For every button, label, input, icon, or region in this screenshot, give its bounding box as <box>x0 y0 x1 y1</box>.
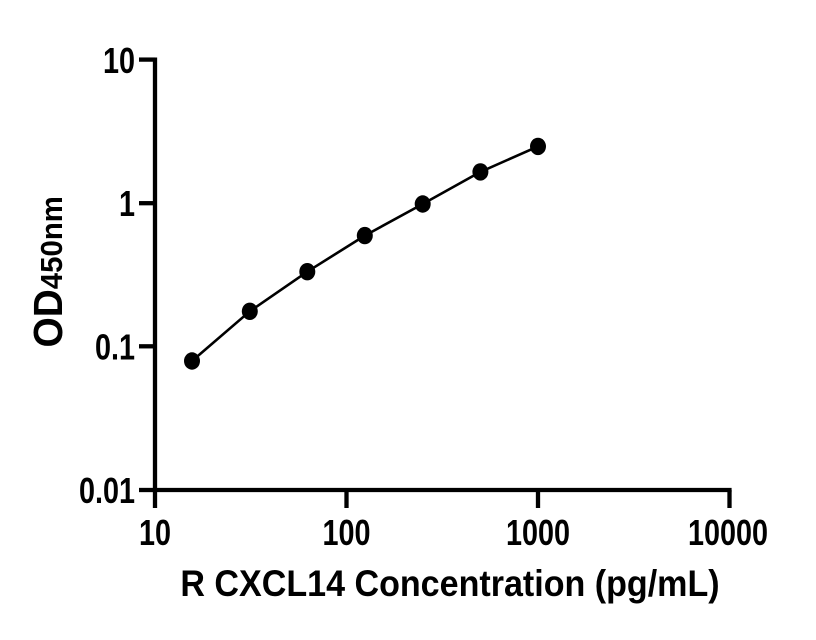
svg-text:0.1: 0.1 <box>95 326 135 367</box>
svg-text:1: 1 <box>119 183 135 224</box>
svg-text:0.01: 0.01 <box>79 470 135 511</box>
svg-text:100: 100 <box>322 512 370 553</box>
svg-text:R CXCL14 Concentration (pg/mL): R CXCL14 Concentration (pg/mL) <box>180 563 719 605</box>
svg-text:10000: 10000 <box>688 512 768 553</box>
svg-text:1000: 1000 <box>506 512 570 553</box>
svg-text:OD450nm: OD450nm <box>26 196 71 347</box>
svg-text:10: 10 <box>103 40 135 81</box>
svg-text:10: 10 <box>139 512 171 553</box>
